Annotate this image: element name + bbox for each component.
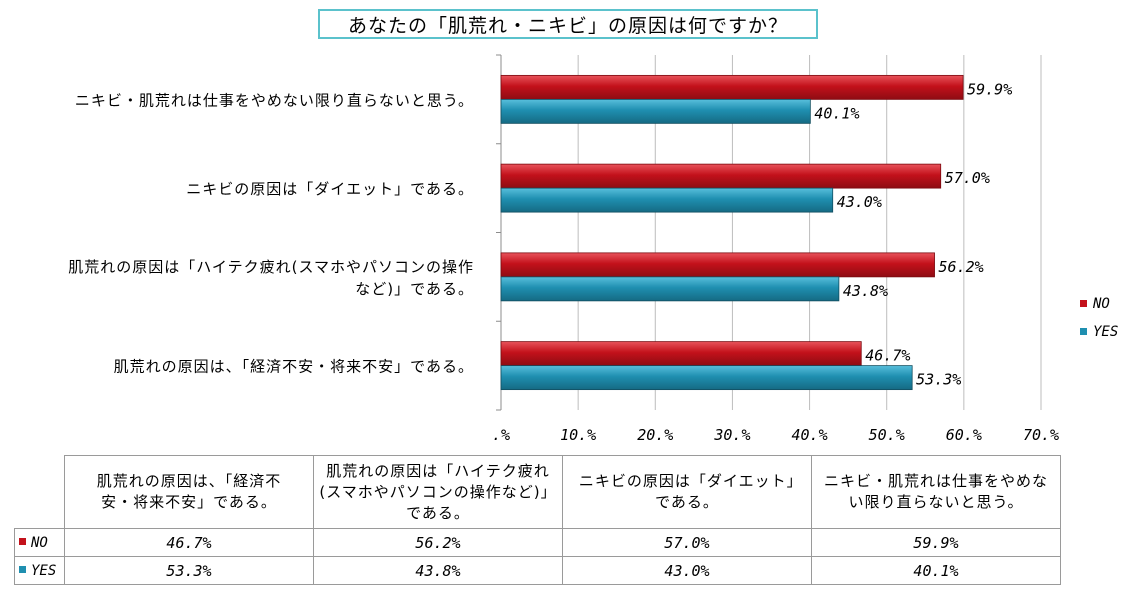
bar-yes xyxy=(500,365,913,391)
table-corner xyxy=(14,455,65,529)
table-cell: 40.1% xyxy=(811,556,1061,585)
category-label: 肌荒れの原因は、「経済不安・将来不安」である。 xyxy=(114,358,474,376)
data-label: 59.9% xyxy=(967,80,1012,98)
bar-no xyxy=(500,74,964,100)
table-header: 肌荒れの原因は、「経済不安・将来不安」である。 xyxy=(64,455,314,529)
table-header-row: 肌荒れの原因は、「経済不安・将来不安」である。 肌荒れの原因は「ハイテク疲れ(ス… xyxy=(14,455,1061,529)
x-tick-label: 60.% xyxy=(946,426,982,444)
table-header: ニキビ・肌荒れは仕事をやめない限り直らないと思う。 xyxy=(811,455,1061,529)
table-row-header-yes: YES xyxy=(14,556,65,585)
table-cell: 43.0% xyxy=(562,556,812,585)
legend-key-yes xyxy=(1080,328,1087,335)
row-label: NO xyxy=(31,534,48,551)
category-label: など)」である。 xyxy=(355,280,474,298)
x-tick-label: 70.% xyxy=(1023,426,1059,444)
legend-key-no xyxy=(19,537,26,545)
data-label: 40.1% xyxy=(814,104,859,122)
category-label: ニキビ・肌荒れは仕事をやめない限り直らないと思う。 xyxy=(75,91,474,109)
data-label: 46.7% xyxy=(865,347,910,365)
x-tick-label: 40.% xyxy=(792,426,828,444)
x-tick-label: 10.% xyxy=(560,426,596,444)
bar-yes xyxy=(500,98,811,124)
table-cell: 53.3% xyxy=(64,556,314,585)
category-label: 肌荒れの原因は「ハイテク疲れ(スマホやパソコンの操作 xyxy=(68,258,474,276)
table-row: YES 53.3% 43.8% 43.0% 40.1% xyxy=(14,556,1061,585)
legend-key-yes xyxy=(19,565,26,573)
data-label: 53.3% xyxy=(916,371,961,389)
legend-label: YES xyxy=(1093,324,1118,340)
table-cell: 43.8% xyxy=(313,556,563,585)
table-header: 肌荒れの原因は「ハイテク疲れ(スマホやパソコンの操作など)」である。 xyxy=(313,455,563,529)
bar-no xyxy=(500,341,862,367)
data-label: 43.0% xyxy=(837,193,882,211)
bar-no xyxy=(500,163,942,189)
table-header: ニキビの原因は「ダイエット」である。 xyxy=(562,455,812,529)
table-row: NO 46.7% 56.2% 57.0% 59.9% xyxy=(14,528,1061,557)
bar-yes xyxy=(500,276,840,302)
bar-chart: .% 10.% 20.% 30.% 40.% 50.% 60.% 70.% ニキビ・肌荒れは仕事… xyxy=(68,54,1118,444)
data-label: 56.2% xyxy=(939,258,984,276)
table-cell: 46.7% xyxy=(64,528,314,557)
bar-yes xyxy=(500,187,834,213)
bar-no xyxy=(500,252,935,278)
legend-key-no xyxy=(1080,300,1087,307)
table-row-header-no: NO xyxy=(14,528,65,557)
chart-title: あなたの「肌荒れ・ニキビ」の原因は何ですか？ xyxy=(318,9,818,39)
x-tick-label: 30.% xyxy=(713,426,750,444)
legend-label: NO xyxy=(1092,296,1110,312)
data-table: 肌荒れの原因は、「経済不安・将来不安」である。 肌荒れの原因は「ハイテク疲れ(ス… xyxy=(14,455,1061,585)
data-label: 57.0% xyxy=(945,169,990,187)
x-tick-label: 50.% xyxy=(869,426,905,444)
x-tick-label: 20.% xyxy=(637,426,673,444)
table-cell: 59.9% xyxy=(811,528,1061,557)
data-label: 43.8% xyxy=(843,282,888,300)
row-label: YES xyxy=(31,562,57,579)
category-label: ニキビの原因は「ダイエット」である。 xyxy=(186,180,474,198)
table-cell: 57.0% xyxy=(562,528,812,557)
x-tick-label: .% xyxy=(492,426,510,444)
table-cell: 56.2% xyxy=(313,528,563,557)
